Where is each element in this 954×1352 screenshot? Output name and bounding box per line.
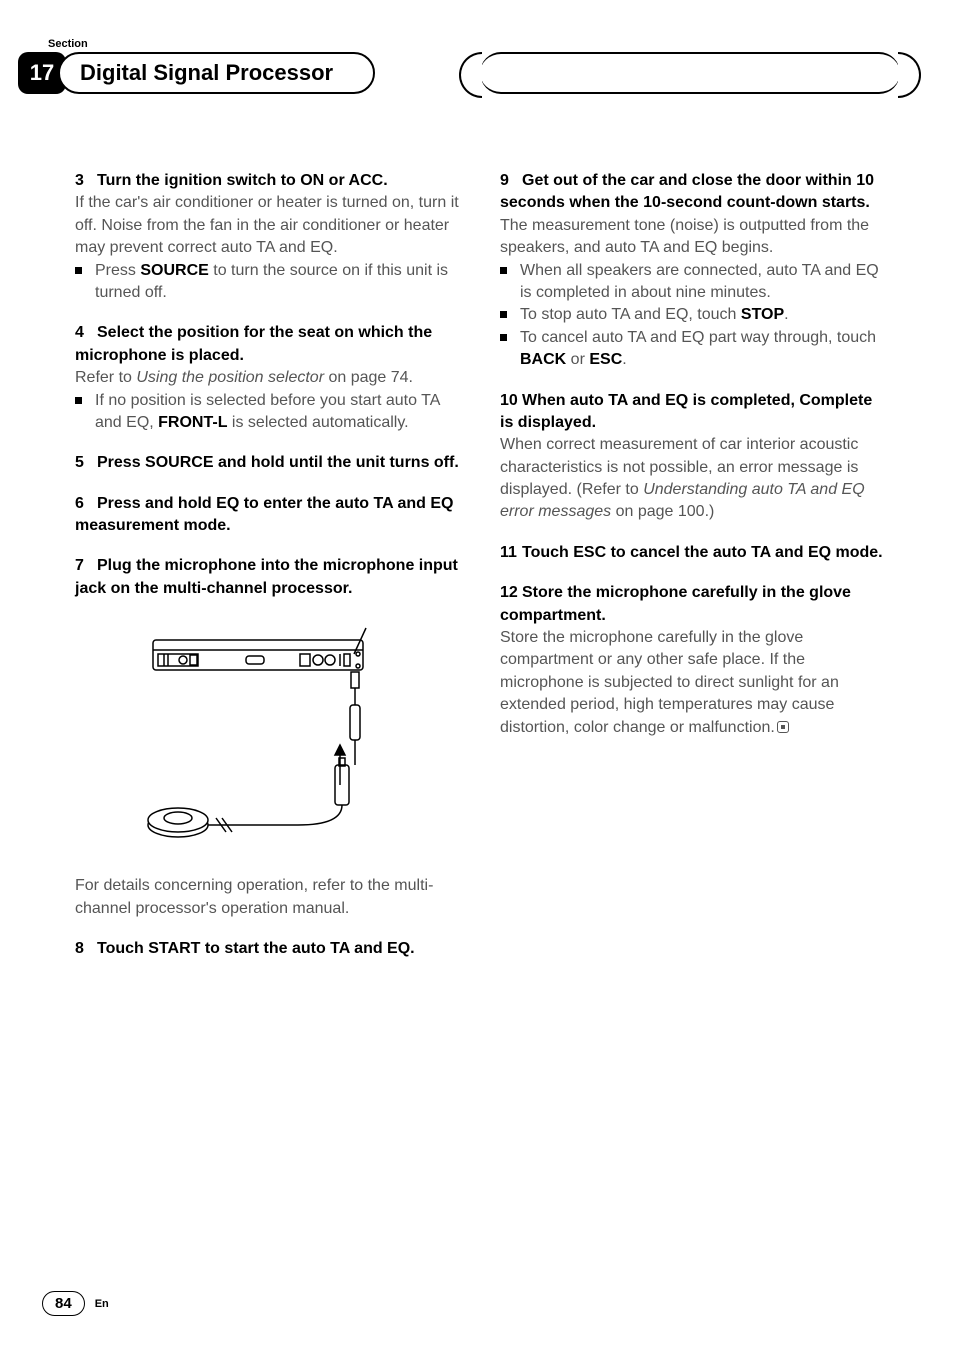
- step-heading: Touch START to start the auto TA and EQ.: [97, 940, 415, 957]
- text: on page 100.): [611, 503, 714, 520]
- page-number: 84: [42, 1291, 85, 1316]
- step-number: 6: [75, 493, 97, 515]
- text: To cancel auto TA and EQ part way throug…: [520, 329, 876, 346]
- step-4: 4Select the position for the seat on whi…: [75, 322, 460, 434]
- bullet-item: Press SOURCE to turn the source on if th…: [75, 260, 460, 305]
- step-heading: Plug the microphone into the microphone …: [75, 557, 458, 596]
- text: To stop auto TA and EQ, touch: [520, 306, 741, 323]
- step-body: The measurement tone (noise) is outputte…: [500, 217, 869, 256]
- step-7: 7Plug the microphone into the microphone…: [75, 555, 460, 920]
- step-number: 7: [75, 555, 97, 577]
- step-5: 5Press SOURCE and hold until the unit tu…: [75, 452, 460, 474]
- page-language: En: [95, 1298, 109, 1310]
- end-of-section-icon: [777, 721, 789, 733]
- step-12: 12Store the microphone carefully in the …: [500, 582, 885, 739]
- step-number: 9: [500, 170, 522, 192]
- text: Press: [95, 262, 140, 279]
- step-number: 10: [500, 390, 522, 412]
- keyword: STOP: [741, 306, 784, 323]
- text: .: [784, 306, 788, 323]
- keyword: BACK: [520, 351, 566, 368]
- step-8: 8Touch START to start the auto TA and EQ…: [75, 938, 460, 960]
- step-heading: Press SOURCE and hold until the unit tur…: [97, 454, 459, 471]
- content-area: 3Turn the ignition switch to ON or ACC. …: [75, 170, 885, 978]
- left-column: 3Turn the ignition switch to ON or ACC. …: [75, 170, 460, 978]
- step-heading: Press and hold EQ to enter the auto TA a…: [75, 495, 453, 534]
- step-number: 12: [500, 582, 522, 604]
- bullet-item: To stop auto TA and EQ, touch STOP.: [500, 304, 885, 326]
- bullet-item: When all speakers are connected, auto TA…: [500, 260, 885, 305]
- header-decoration: [480, 52, 900, 94]
- step-number: 5: [75, 452, 97, 474]
- step-10: 10When auto TA and EQ is completed, Comp…: [500, 390, 885, 524]
- step-heading: When auto TA and EQ is completed, Comple…: [500, 392, 872, 431]
- text: on page 74.: [324, 369, 413, 386]
- microphone-diagram: [118, 610, 418, 860]
- step-heading: Select the position for the seat on whic…: [75, 324, 432, 363]
- chapter-header: 17 Digital Signal Processor: [0, 52, 954, 94]
- step-9: 9Get out of the car and close the door w…: [500, 170, 885, 372]
- step-body: Store the microphone carefully in the gl…: [500, 629, 839, 736]
- step-heading: Touch ESC to cancel the auto TA and EQ m…: [522, 544, 883, 561]
- step-3: 3Turn the ignition switch to ON or ACC. …: [75, 170, 460, 304]
- section-label: Section: [48, 38, 88, 50]
- step-number: 8: [75, 938, 97, 960]
- keyword: ESC: [589, 351, 622, 368]
- step-body: If the car's air conditioner or heater i…: [75, 194, 459, 256]
- step-number: 11: [500, 542, 522, 564]
- step-6: 6Press and hold EQ to enter the auto TA …: [75, 493, 460, 538]
- page-footer: 84 En: [42, 1291, 109, 1316]
- step-heading: Get out of the car and close the door wi…: [500, 172, 874, 211]
- step-number: 4: [75, 322, 97, 344]
- step-11: 11Touch ESC to cancel the auto TA and EQ…: [500, 542, 885, 564]
- keyword: FRONT-L: [158, 414, 227, 431]
- right-column: 9Get out of the car and close the door w…: [500, 170, 885, 978]
- text: .: [622, 351, 626, 368]
- keyword: SOURCE: [140, 262, 208, 279]
- bullet-item: If no position is selected before you st…: [75, 390, 460, 435]
- text: is selected automatically.: [227, 414, 408, 431]
- step-heading: Store the microphone carefully in the gl…: [500, 584, 851, 623]
- diagram-caption: For details concerning operation, refer …: [75, 877, 433, 916]
- step-heading: Turn the ignition switch to ON or ACC.: [97, 172, 388, 189]
- text: Refer to: [75, 369, 136, 386]
- chapter-title: Digital Signal Processor: [58, 52, 375, 94]
- reference: Using the position selector: [136, 369, 324, 386]
- step-number: 3: [75, 170, 97, 192]
- text: or: [566, 351, 589, 368]
- bullet-item: To cancel auto TA and EQ part way throug…: [500, 327, 885, 372]
